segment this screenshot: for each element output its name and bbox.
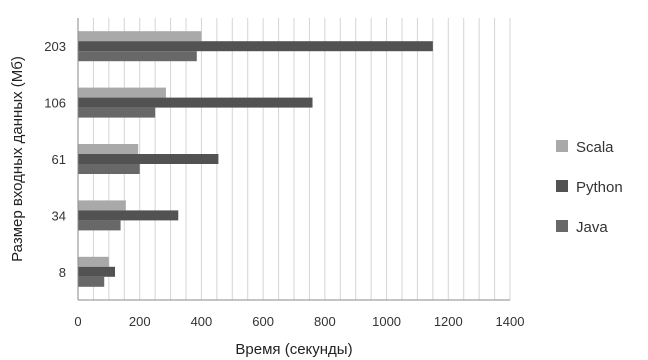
- x-tick-label: 1400: [496, 314, 525, 329]
- x-tick-label: 1000: [372, 314, 401, 329]
- bar-java-61: [78, 164, 140, 174]
- x-tick-labels: 0 200 400 600 800 1000 1200 1400: [74, 314, 524, 329]
- bar-python-34: [78, 210, 179, 221]
- gridlines: [92, 18, 511, 300]
- x-axis-title: Время (секунды): [235, 341, 352, 358]
- bar-scala-34: [78, 200, 126, 211]
- y-axis-title: Размер входных данных (Мб): [9, 56, 26, 262]
- bar-scala-61: [78, 144, 139, 154]
- y-tick-label: 106: [44, 96, 66, 111]
- legend-swatch-python: [556, 180, 568, 192]
- bar-python-106: [78, 97, 313, 108]
- legend-label-python: Python: [576, 179, 623, 196]
- bar-java-34: [78, 220, 121, 231]
- bars: [78, 31, 433, 287]
- x-tick-label: 600: [252, 314, 274, 329]
- legend-swatch-scala: [556, 140, 568, 152]
- x-tick-label: 0: [74, 314, 81, 329]
- bar-java-8: [78, 276, 105, 287]
- x-tick-label: 200: [129, 314, 151, 329]
- bar-scala-8: [78, 256, 109, 267]
- y-tick-label: 203: [44, 39, 66, 54]
- legend-swatch-java: [556, 220, 568, 232]
- legend-label-java: Java: [576, 219, 608, 236]
- x-tick-label: 800: [314, 314, 336, 329]
- y-tick-label: 34: [52, 208, 66, 223]
- legend: Scala Python Java: [556, 139, 623, 236]
- bar-java-203: [78, 51, 197, 62]
- legend-label-scala: Scala: [576, 139, 614, 156]
- bar-java-106: [78, 107, 156, 118]
- x-tick-label: 1200: [434, 314, 463, 329]
- x-tick-label: 400: [191, 314, 213, 329]
- y-tick-label: 61: [52, 152, 66, 167]
- bar-python-203: [78, 41, 433, 52]
- bar-python-61: [78, 154, 219, 164]
- bar-python-8: [78, 266, 116, 277]
- y-tick-label: 8: [59, 265, 66, 280]
- y-tick-labels: 8 34 61 106 203: [44, 39, 66, 280]
- bar-scala-106: [78, 87, 166, 98]
- bar-scala-203: [78, 31, 202, 42]
